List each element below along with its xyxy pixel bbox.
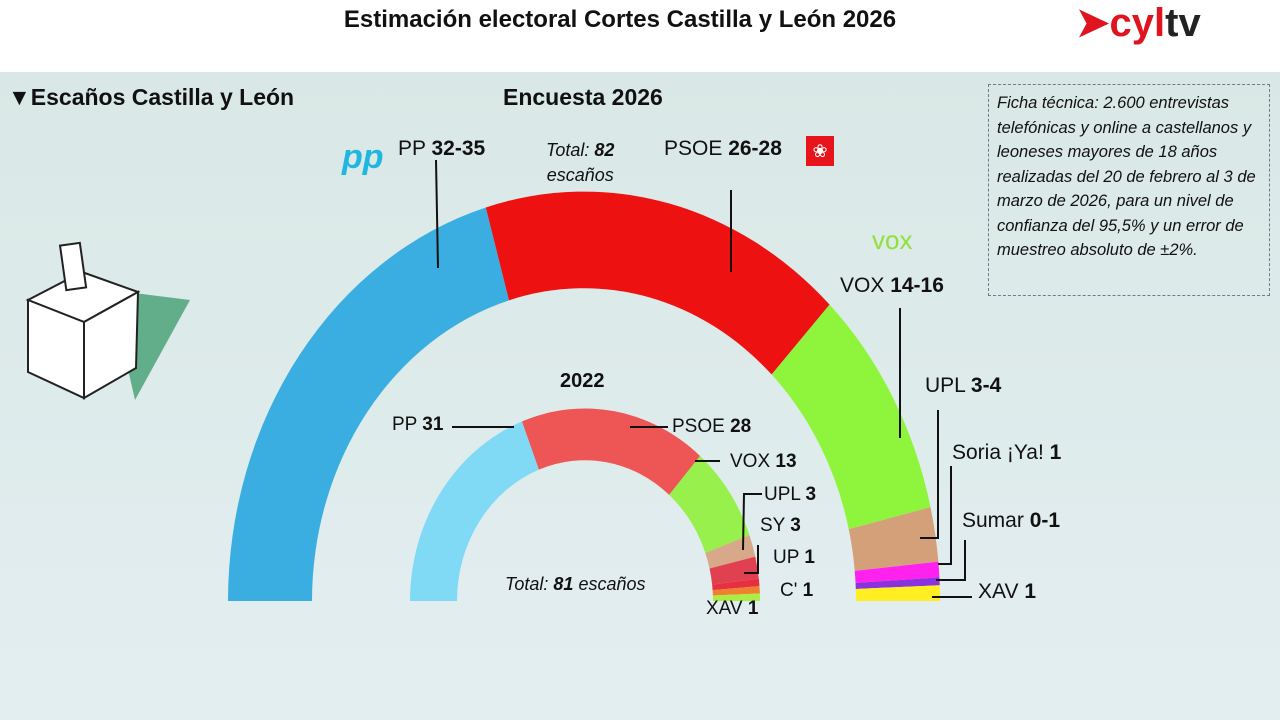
total-2022: Total: 81 escaños xyxy=(505,574,646,594)
seats-2022-segment-vox xyxy=(669,455,750,553)
logo-cyl: cyl xyxy=(1109,1,1166,45)
section-label: ▼Escaños Castilla y León xyxy=(8,84,295,110)
label-xav-2022: XAV 1 xyxy=(706,598,759,619)
label-psoe-2022: PSOE 28 xyxy=(672,416,752,437)
seats-2022-segment-c xyxy=(712,586,760,596)
total-2026: Total: 82 escaños xyxy=(546,140,615,185)
pp-logo: pp xyxy=(342,138,384,176)
title-2022: 2022 xyxy=(560,370,605,392)
seats-2022-segment-up xyxy=(712,578,760,591)
technical-sheet: Ficha técnica: 2.600 entrevistas telefón… xyxy=(988,84,1270,296)
label-upl-2022: UPL 3 xyxy=(764,484,817,505)
seats-2026-segment-psoe xyxy=(485,191,830,375)
chart-title: Estimación electoral Cortes Castilla y L… xyxy=(343,6,897,33)
seats-2026-segment-vox xyxy=(771,304,931,530)
seats-2026-segment-pp xyxy=(228,207,509,601)
seats-2026-segment-soriaya xyxy=(854,561,940,583)
label-psoe-2026: PSOE 26-28 xyxy=(664,137,782,160)
seats-2022-segment-pp xyxy=(410,421,539,601)
label-soria-2026: Soria ¡Ya! 1 xyxy=(952,441,1062,464)
seats-2022-segment-xav xyxy=(712,593,760,601)
seats-2026-segment-xav xyxy=(855,585,940,601)
label-upl-2026: UPL 3-4 xyxy=(925,374,1002,397)
seats-2026-segment-sumar xyxy=(855,577,940,589)
label-vox-2026: VOX 14-16 xyxy=(840,274,944,297)
survey-title: Encuesta 2026 xyxy=(503,84,663,110)
vox-logo: vox xyxy=(872,225,913,255)
label-sumar-2026: Sumar 0-1 xyxy=(962,509,1061,532)
chart-background xyxy=(0,72,1280,720)
label-up-2022: UP 1 xyxy=(773,547,815,568)
leader-lines xyxy=(435,159,972,598)
label-pp-2026: PP 32-35 xyxy=(398,137,486,160)
ballot-box-icon xyxy=(25,241,190,400)
label-cs-2022: C' 1 xyxy=(780,580,814,601)
label-xav-2026: XAV 1 xyxy=(978,580,1036,603)
psoe-logo: ❀ xyxy=(806,136,834,166)
seats-2026-segment-upl xyxy=(848,507,939,571)
seats-2022-segment-psoe xyxy=(521,408,701,495)
label-sy-2022: SY 3 xyxy=(760,515,801,536)
logo-tv: tv xyxy=(1165,1,1201,45)
label-vox-2022: VOX 13 xyxy=(730,451,797,472)
seats-2022-segment-sy xyxy=(709,556,759,585)
cyltv-logo: ➤cyltv xyxy=(1076,1,1201,45)
label-pp-2022: PP 31 xyxy=(392,414,444,435)
